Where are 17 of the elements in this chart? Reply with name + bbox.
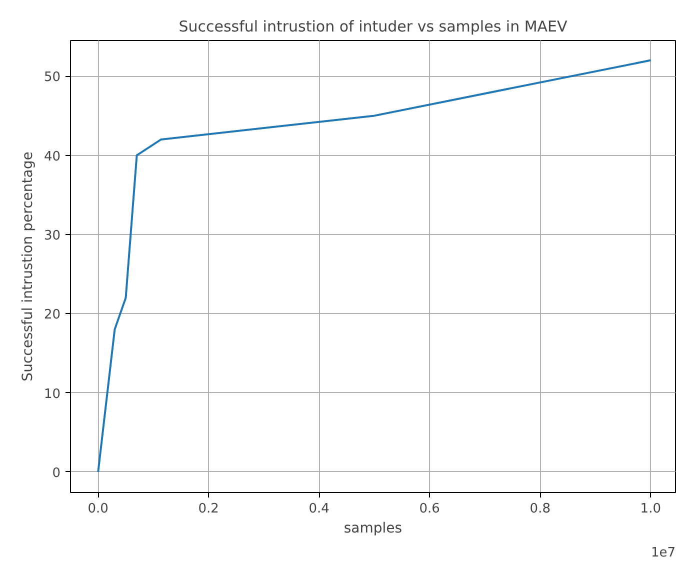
- x-tick-label: 0.6: [419, 502, 440, 516]
- y-tick-label: 0: [52, 466, 61, 481]
- line-series: [97, 59, 652, 473]
- x-tick-label: 0.0: [88, 502, 108, 516]
- text: 1e7: [650, 546, 676, 560]
- chart-title: Successful intrustion of intuder vs samples in MAEV: [178, 18, 568, 36]
- y-axis-title: Successful intrustion percentage: [20, 152, 36, 382]
- y-tick-label: 10: [44, 386, 61, 402]
- y-tick-label: 30: [44, 228, 61, 244]
- y-tick-label: 50: [44, 70, 61, 86]
- x-tick-label: 1.0: [640, 502, 661, 516]
- y-tick-label: 40: [44, 149, 61, 164]
- x-axis-title: samples: [344, 520, 402, 536]
- x-tick-label: 0.8: [530, 502, 550, 516]
- x-tick-label: 0.2: [198, 502, 219, 516]
- x-tick-label: 0.4: [308, 502, 330, 516]
- y-tick-label: 20: [44, 308, 61, 323]
